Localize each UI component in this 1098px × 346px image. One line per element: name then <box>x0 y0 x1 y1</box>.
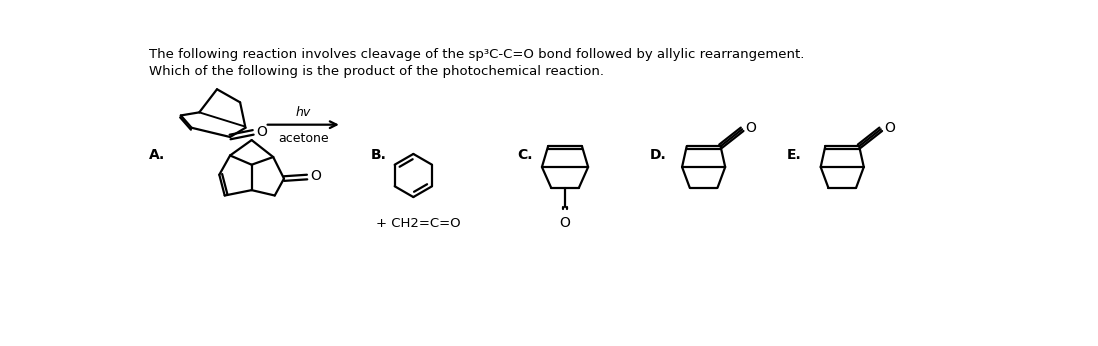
Text: + CH2=C=O: + CH2=C=O <box>376 217 460 230</box>
Text: O: O <box>256 125 267 139</box>
Text: O: O <box>884 121 895 135</box>
Text: Which of the following is the product of the photochemical reaction.: Which of the following is the product of… <box>149 65 604 78</box>
Text: The following reaction involves cleavage of the sp³C-C=O bond followed by allyli: The following reaction involves cleavage… <box>149 48 805 61</box>
Text: E.: E. <box>787 148 802 162</box>
Text: O: O <box>310 169 321 183</box>
Text: B.: B. <box>371 148 386 162</box>
Text: O: O <box>560 216 571 230</box>
Text: hv: hv <box>295 106 311 119</box>
Text: acetone: acetone <box>278 133 328 145</box>
Text: D.: D. <box>650 148 666 162</box>
Text: A.: A. <box>149 148 166 162</box>
Text: C.: C. <box>517 148 533 162</box>
Text: O: O <box>746 121 757 135</box>
